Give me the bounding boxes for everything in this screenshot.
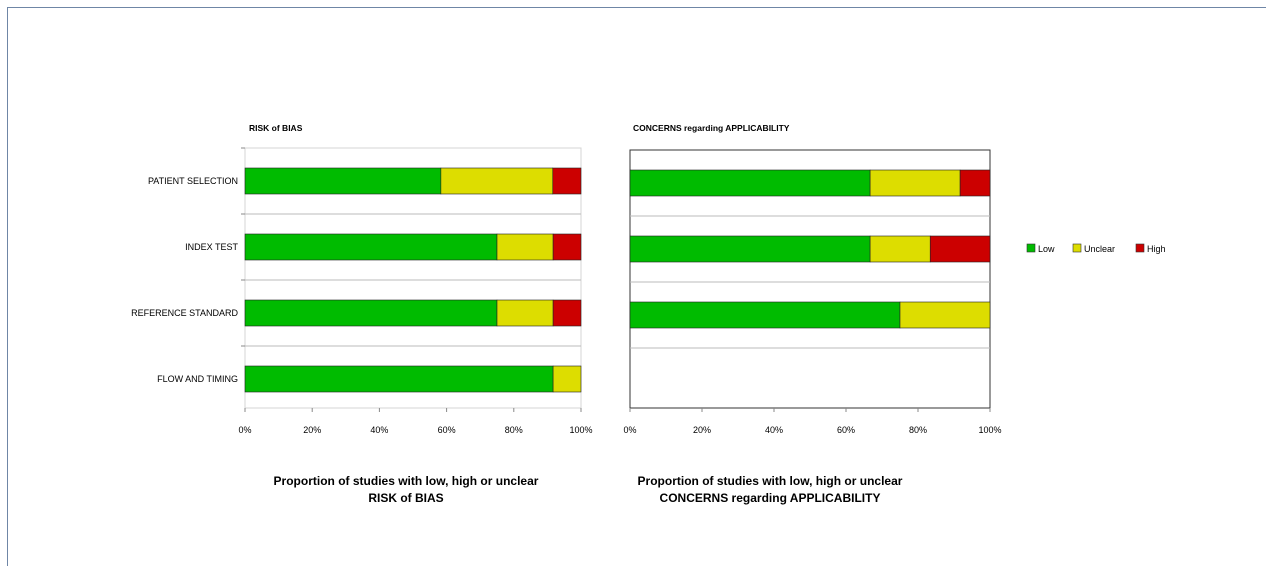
bar-risk-of-bias-unclear-0 (440, 167, 554, 195)
category-label: PATIENT SELECTION (148, 176, 238, 186)
x-tick-label-risk-of-bias: 100% (569, 425, 592, 435)
caption-line-2-risk-of-bias: RISK of BIAS (368, 491, 443, 505)
bar-applicability-unclear-2 (899, 301, 991, 329)
bar-risk-of-bias-low-3 (244, 365, 554, 393)
legend-swatch-low (1026, 243, 1036, 253)
bar-risk-of-bias-high-1 (552, 233, 582, 261)
bar-applicability-high-0 (959, 169, 991, 197)
caption-line-1-applicability: Proportion of studies with low, high or … (638, 474, 903, 488)
category-label: FLOW AND TIMING (157, 374, 238, 384)
bar-applicability-unclear-0 (869, 169, 961, 197)
x-tick-label-applicability: 100% (978, 425, 1001, 435)
bar-risk-of-bias-high-2 (552, 299, 582, 327)
bar-risk-of-bias-low-0 (244, 167, 442, 195)
bar-applicability-low-1 (629, 235, 871, 263)
risk-of-bias-panel: RISK of BIAS PATIENT SELECTION INDEX TEST… (131, 123, 592, 505)
legend: Low Unclear High (1026, 243, 1166, 254)
bar-applicability-unclear-1 (869, 235, 931, 263)
legend-label-high: High (1147, 244, 1166, 254)
x-tick-label-risk-of-bias: 0% (238, 425, 251, 435)
panel-title-applicability: CONCERNS regarding APPLICABILITY (633, 123, 790, 133)
figure-frame (7, 7, 1266, 566)
applicability-panel: CONCERNS regarding APPLICABILITY 0% 20% 40… (623, 123, 1001, 505)
legend-label-low: Low (1038, 244, 1055, 254)
x-tick-label-applicability: 80% (909, 425, 927, 435)
bar-risk-of-bias-unclear-2 (496, 299, 554, 327)
x-tick-label-applicability: 20% (693, 425, 711, 435)
bar-risk-of-bias-unclear-3 (552, 365, 582, 393)
bar-applicability-high-1 (929, 235, 991, 263)
bar-risk-of-bias-unclear-1 (496, 233, 554, 261)
legend-swatch-high (1135, 243, 1145, 253)
category-label: INDEX TEST (185, 242, 238, 252)
x-tick-label-risk-of-bias: 20% (303, 425, 321, 435)
caption-line-2-applicability: CONCERNS regarding APPLICABILITY (660, 491, 881, 505)
category-label: REFERENCE STANDARD (131, 308, 238, 318)
bar-applicability-low-0 (629, 169, 871, 197)
x-tick-label-applicability: 0% (623, 425, 636, 435)
legend-label-unclear: Unclear (1084, 244, 1115, 254)
bar-risk-of-bias-high-0 (552, 167, 582, 195)
x-tick-label-risk-of-bias: 40% (370, 425, 388, 435)
x-tick-label-applicability: 40% (765, 425, 783, 435)
bar-applicability-low-2 (629, 301, 901, 329)
bar-risk-of-bias-low-2 (244, 299, 498, 327)
panel-title-risk-of-bias: RISK of BIAS (249, 123, 303, 133)
legend-swatch-unclear (1072, 243, 1082, 253)
x-tick-label-risk-of-bias: 80% (505, 425, 523, 435)
x-tick-label-applicability: 60% (837, 425, 855, 435)
caption-line-1-risk-of-bias: Proportion of studies with low, high or … (274, 474, 539, 488)
x-tick-label-risk-of-bias: 60% (438, 425, 456, 435)
bar-risk-of-bias-low-1 (244, 233, 498, 261)
